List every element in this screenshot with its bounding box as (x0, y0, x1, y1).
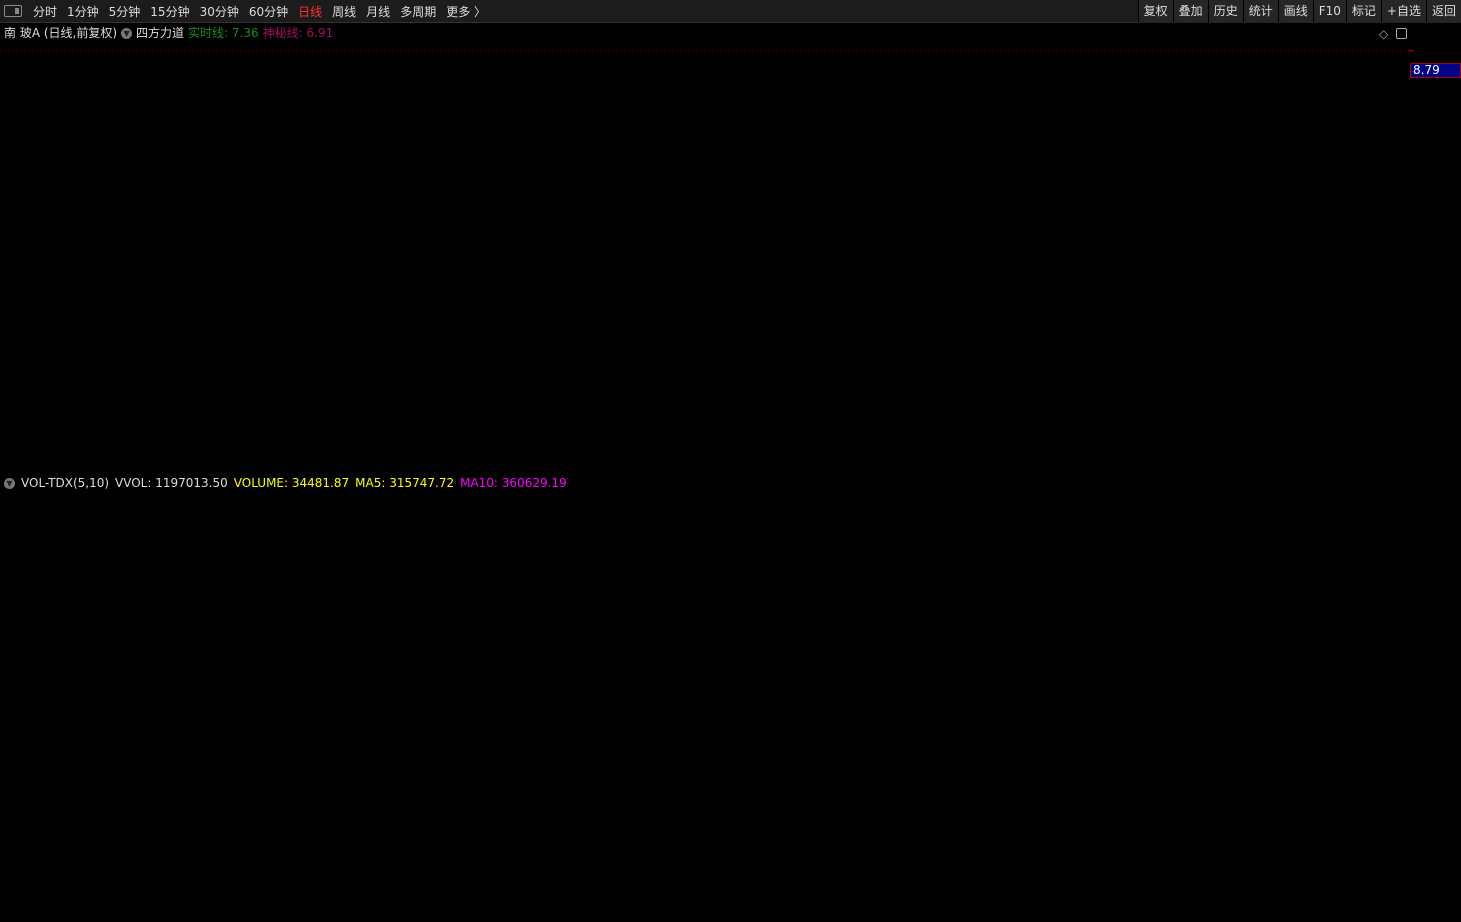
vvol-value: VVOL: 1197013.50 (115, 476, 228, 490)
stock-name: 南 玻A (日线,前复权) (4, 26, 118, 40)
main-legend: 南 玻A (日线,前复权) ▼ 四方力道 实时线: 7.36 神秘线: 6.91 (4, 25, 333, 41)
mystery-line-value: 神秘线: 6.91 (262, 26, 334, 40)
period-tab-1[interactable]: 1分钟 (67, 4, 99, 19)
toolbar-button-1[interactable]: 叠加 (1172, 0, 1208, 23)
period-tab-3[interactable]: 15分钟 (150, 4, 190, 19)
period-tab-0[interactable]: 分时 (33, 4, 58, 19)
toolbar-button-7[interactable]: +自选 (1380, 0, 1426, 23)
diamond-icon[interactable]: ◇ (1379, 27, 1389, 41)
indicator-dropdown-icon[interactable]: ▼ (121, 27, 133, 39)
period-tab-9[interactable]: 多周期 (400, 4, 437, 19)
volume-dropdown-icon[interactable]: ▼ (4, 477, 15, 489)
panel-toggle-icon[interactable] (1396, 28, 1407, 39)
indicator-name[interactable]: 四方力道 (136, 26, 185, 40)
period-tab-5[interactable]: 60分钟 (248, 4, 289, 19)
period-tab-6[interactable]: 日线 (298, 4, 323, 19)
toolbar-button-2[interactable]: 历史 (1207, 0, 1243, 23)
period-tab-2[interactable]: 5分钟 (108, 4, 141, 19)
toolbar-button-0[interactable]: 复权 (1137, 0, 1173, 23)
realtime-line-value: 实时线: 7.36 (188, 26, 259, 40)
sidebar-toggle-icon[interactable] (4, 5, 22, 17)
current-price-label: 8.79 (1410, 63, 1461, 78)
period-tab-7[interactable]: 周线 (332, 4, 357, 19)
ma10-value: MA10: 360629.19 (460, 476, 567, 490)
toolbar-button-5[interactable]: F10 (1312, 0, 1346, 23)
period-tab-8[interactable]: 月线 (366, 4, 391, 19)
toolbar-button-4[interactable]: 画线 (1277, 0, 1313, 23)
ma5-value: MA5: 315747.72 (355, 476, 455, 490)
toolbar-button-8[interactable]: 返回 (1425, 0, 1461, 23)
period-tab-10[interactable]: 更多 〉 (446, 4, 487, 19)
period-tab-4[interactable]: 30分钟 (199, 4, 239, 19)
period-toolbar: 分时 1分钟 5分钟 15分钟 30分钟 60分钟 日线 周线 月线 多周期 更多 〉 复权 叠加 历史… (0, 0, 1461, 23)
volume-value: VOLUME: 34481.87 (233, 476, 350, 490)
toolbar-button-6[interactable]: 标记 (1345, 0, 1381, 23)
volume-indicator-name[interactable]: VOL-TDX(5,10) (21, 476, 110, 490)
toolbar-button-3[interactable]: 统计 (1242, 0, 1278, 23)
volume-legend: ▼ VOL-TDX(5,10) VVOL: 1197013.50 VOLUME:… (4, 475, 567, 491)
